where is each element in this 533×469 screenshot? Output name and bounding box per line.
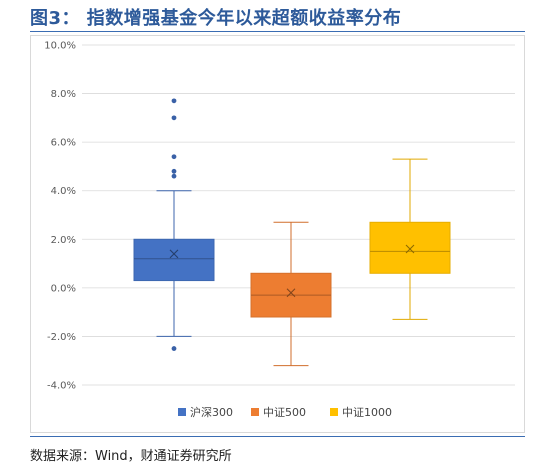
y-tick-label: 8.0% xyxy=(51,89,76,100)
footer-divider xyxy=(30,436,525,437)
legend-swatch xyxy=(178,408,186,416)
legend-swatch xyxy=(251,408,259,416)
y-tick-label: 6.0% xyxy=(51,138,76,149)
y-tick-label: 10.0% xyxy=(44,41,76,52)
title-divider xyxy=(30,31,525,32)
mean-marker xyxy=(169,249,179,259)
legend-swatch xyxy=(330,408,338,416)
source-note: 数据来源：Wind，财通证券研究所 xyxy=(30,449,232,464)
outlier-point xyxy=(171,346,177,351)
outlier-point xyxy=(171,115,177,121)
box-1 xyxy=(133,238,215,282)
y-tick-label: -2.0% xyxy=(47,332,76,343)
chart-border xyxy=(30,35,525,433)
box-plot-chart: 10.0% 8.0% 6.0% 4.0% 2.0% 0.0% -2.0% -4.0% 沪深300… xyxy=(30,35,525,433)
y-tick-label: 2.0% xyxy=(51,235,76,246)
outlier-point xyxy=(171,154,177,160)
chart-area: 10.0% 8.0% 6.0% 4.0% 2.0% 0.0% -2.0% -4.0% 沪深300… xyxy=(30,35,525,433)
legend-label: 中证500 xyxy=(263,406,306,419)
legend-label: 沪深300 xyxy=(190,405,233,419)
outlier-point xyxy=(171,173,177,179)
box-3 xyxy=(369,221,451,274)
y-tick-label: 4.0% xyxy=(51,186,76,197)
y-tick-label: -4.0% xyxy=(47,381,76,392)
mean-marker xyxy=(286,288,296,298)
legend-label: 中证1000 xyxy=(342,406,392,419)
mean-marker xyxy=(405,244,415,254)
page-title: 图3： 指数增强基金今年以来超额收益率分布 xyxy=(30,8,402,29)
outlier-point xyxy=(171,168,177,174)
y-tick-label: 0.0% xyxy=(51,283,76,294)
outlier-point xyxy=(171,98,177,104)
